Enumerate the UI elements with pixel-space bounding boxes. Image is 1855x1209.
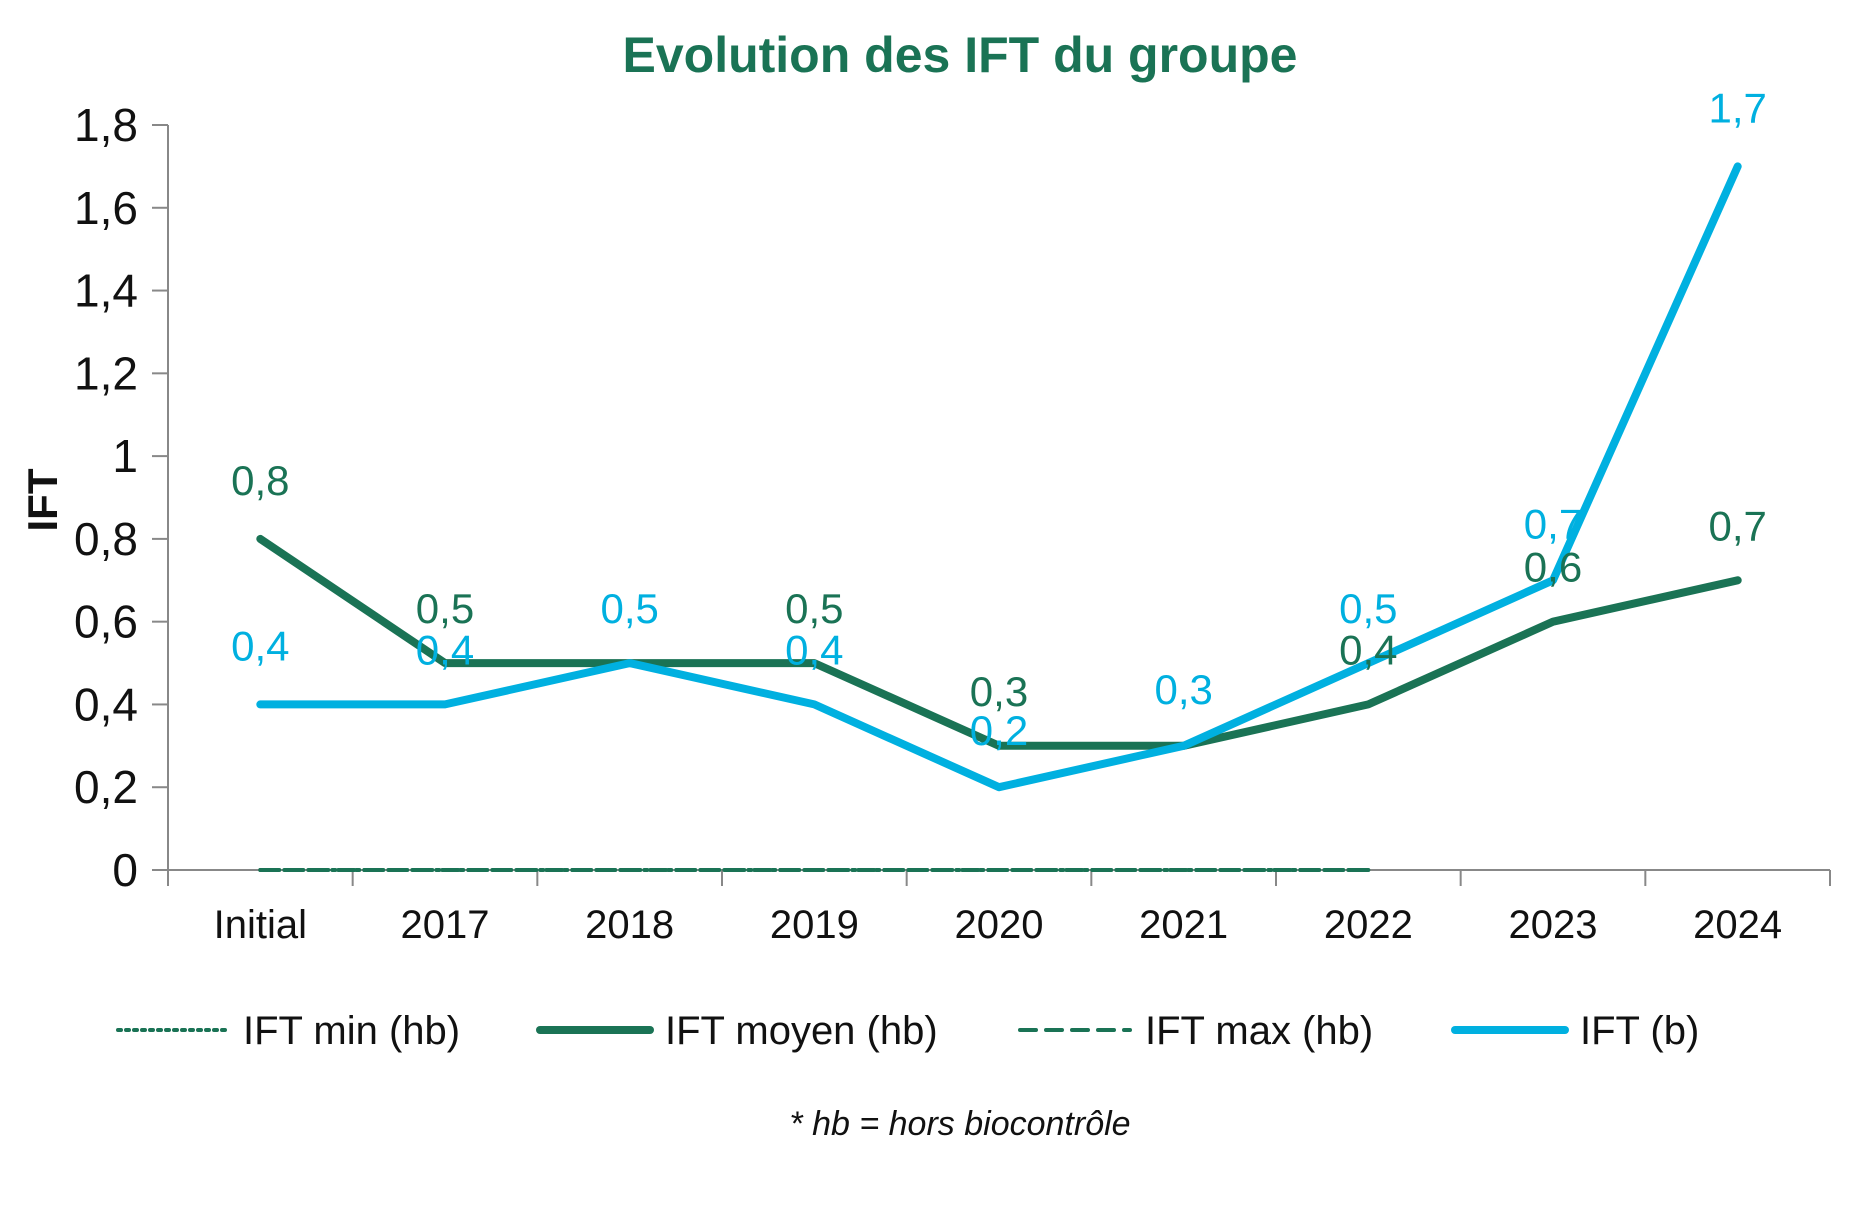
x-tick-label: 2018 [585,903,674,947]
legend-label: IFT (b) [1580,1009,1699,1053]
x-tick-label: Initial [214,903,307,947]
data-label-ift-b: 1,7 [1708,84,1766,131]
x-tick-label: 2017 [401,903,490,947]
data-label-ift-b: 0,4 [231,622,289,669]
y-tick-label: 0,8 [74,513,138,565]
x-tick-label: 2024 [1693,903,1782,947]
y-tick-label: 1 [112,430,138,482]
data-label-ift-b: 0,5 [600,585,658,632]
data-label-ift-moyen: 0,3 [970,668,1028,715]
data-label-ift-moyen: 0,5 [416,585,474,632]
y-tick-label: 1,6 [74,182,138,234]
y-tick-label: 0,4 [74,678,138,730]
data-label-ift-b: 0,7 [1524,500,1582,547]
x-tick-label: 2021 [1139,903,1228,947]
legend: IFT min (hb) IFT moyen (hb) IFT max (hb) IF… [116,1009,1699,1053]
data-label-ift-b: 0,4 [416,626,474,673]
data-label-ift-moyen: 0,6 [1524,544,1582,591]
data-labels: 0,80,5 0,50,30,40,60,70,4 0,40,50,40,20,30… [231,84,1767,754]
y-tick-label: 1,2 [74,347,138,399]
legend-label: IFT max (hb) [1145,1009,1373,1053]
x-tick-label: 2019 [770,903,859,947]
footnote: * hb = hors biocontrôle [789,1105,1130,1143]
y-tick-label: 0 [112,844,138,896]
x-tick-label: 2022 [1324,903,1413,947]
legend-label: IFT moyen (hb) [665,1009,938,1053]
y-tick-label: 0,6 [74,596,138,648]
series-line-ift-b [256,162,1742,792]
data-label-ift-moyen: 0,5 [785,585,843,632]
data-label-ift-b: 0,3 [1154,666,1212,713]
data-label-ift-moyen: 0,8 [231,457,289,504]
y-tick-label: 1,8 [74,99,138,151]
x-tick-label: 2023 [1509,903,1598,947]
data-label-ift-moyen: 0,4 [1339,626,1397,673]
y-tick-label: 0,2 [74,761,138,813]
data-label-ift-b: 0,2 [970,707,1028,754]
x-tick-label: 2020 [955,903,1044,947]
axes: 0 0,2 0,4 0,6 0,8 1 1,2 1,4 1,6 1,8 Initial 2017 201… [74,99,1831,947]
data-label-ift-b: 0,5 [1339,585,1397,632]
y-tick-label: 1,4 [74,265,138,317]
y-axis-label: IFT [19,468,66,531]
series-lines [256,162,1742,872]
legend-label: IFT min (hb) [243,1009,460,1053]
data-label-ift-b: 0,4 [785,626,843,673]
chart-title: Evolution des IFT du groupe [623,27,1298,83]
data-label-ift-moyen: 0,7 [1708,502,1766,549]
series-line-ift-moyen-hb [256,534,1742,750]
